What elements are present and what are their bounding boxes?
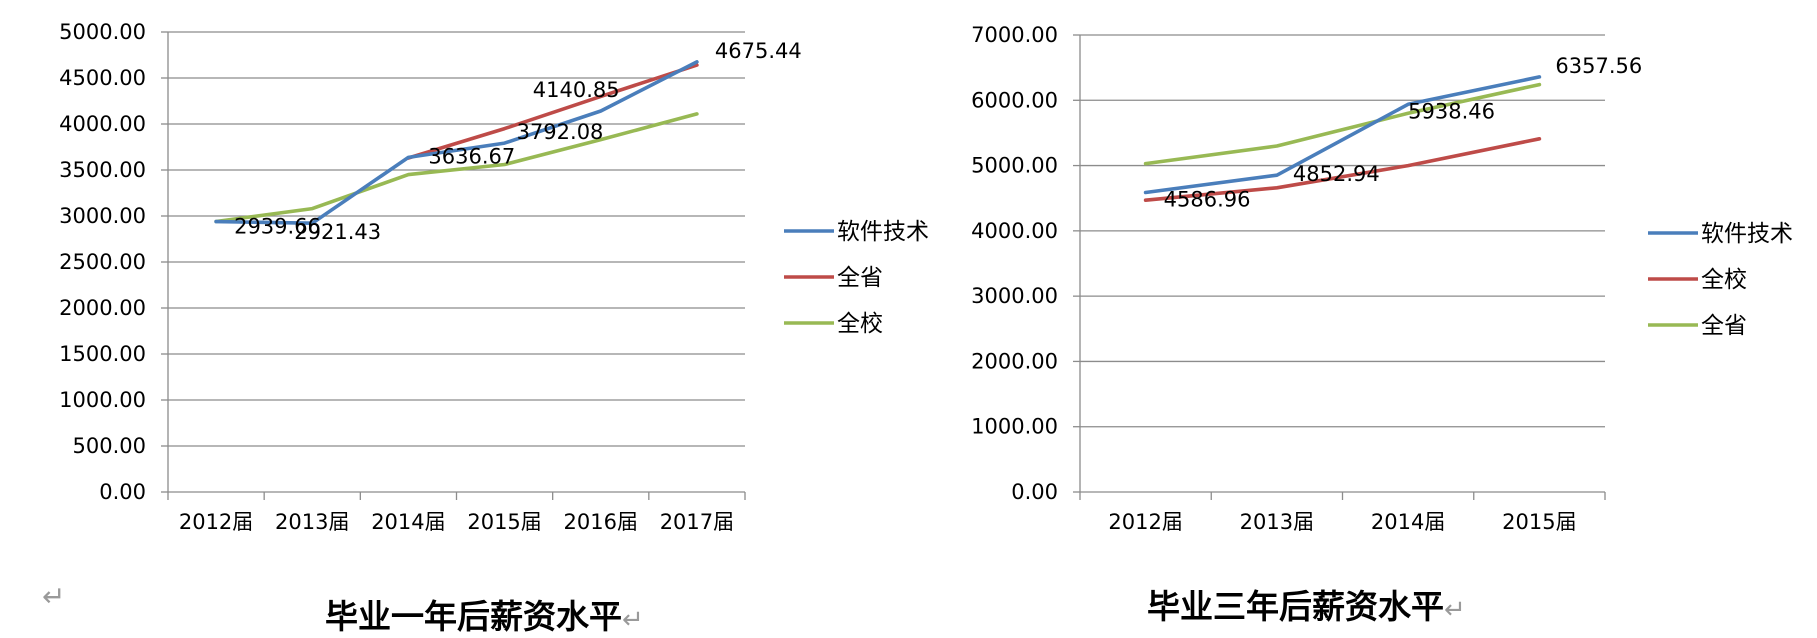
series-line bbox=[1143, 137, 1542, 202]
legend-label: 软件技术 bbox=[837, 219, 929, 245]
y-tick-label: 1500.00 bbox=[59, 342, 146, 366]
y-tick-label: 1000.00 bbox=[971, 415, 1058, 439]
x-tick-label: 2017届 bbox=[660, 510, 734, 534]
series-line bbox=[214, 60, 699, 225]
x-tick-label: 2012届 bbox=[1108, 510, 1182, 534]
y-tick-label: 4000.00 bbox=[971, 219, 1058, 243]
data-label: 4586.96 bbox=[1164, 188, 1251, 212]
x-tick-label: 2014届 bbox=[1371, 510, 1445, 534]
series-line bbox=[214, 112, 699, 224]
series-line bbox=[1143, 82, 1542, 166]
y-tick-label: 7000.00 bbox=[971, 23, 1058, 47]
paragraph-mark: ↵ bbox=[1444, 595, 1466, 625]
y-tick-label: 4500.00 bbox=[59, 66, 146, 90]
x-tick-label: 2014届 bbox=[371, 510, 445, 534]
y-tick-label: 2500.00 bbox=[59, 250, 146, 274]
y-tick-label: 2000.00 bbox=[971, 349, 1058, 373]
data-label: 4140.85 bbox=[533, 78, 620, 102]
x-tick-label: 2015届 bbox=[467, 510, 541, 534]
y-tick-label: 4000.00 bbox=[59, 112, 146, 136]
series-line bbox=[1143, 75, 1542, 195]
x-tick-label: 2016届 bbox=[564, 510, 638, 534]
y-tick-label: 6000.00 bbox=[971, 88, 1058, 112]
paragraph-mark: ↵ bbox=[622, 605, 644, 635]
data-label: 2921.43 bbox=[294, 220, 381, 244]
legend-label: 全省 bbox=[837, 265, 883, 291]
paragraph-mark: ↵ bbox=[42, 580, 66, 613]
y-tick-label: 0.00 bbox=[1011, 480, 1058, 504]
legend-label: 全校 bbox=[837, 311, 883, 337]
y-tick-label: 1000.00 bbox=[59, 388, 146, 412]
chart-1-caption: 毕业一年后薪资水平↵ bbox=[325, 590, 644, 638]
data-label: 5938.46 bbox=[1408, 99, 1495, 123]
x-tick-label: 2013届 bbox=[275, 510, 349, 534]
y-tick-label: 5000.00 bbox=[59, 20, 146, 44]
series-line bbox=[406, 63, 699, 160]
y-tick-label: 0.00 bbox=[99, 480, 146, 504]
chart-2-caption: 毕业三年后薪资水平↵ bbox=[1147, 580, 1466, 628]
data-label: 6357.56 bbox=[1555, 54, 1642, 78]
y-tick-label: 5000.00 bbox=[971, 154, 1058, 178]
legend-label: 全省 bbox=[1701, 313, 1747, 339]
data-label: 3636.67 bbox=[428, 144, 515, 168]
data-label: 4675.44 bbox=[715, 39, 802, 63]
data-label: 2939.66 bbox=[234, 215, 321, 239]
y-tick-label: 3500.00 bbox=[59, 158, 146, 182]
legend-label: 全校 bbox=[1701, 267, 1747, 293]
y-tick-label: 3000.00 bbox=[971, 284, 1058, 308]
x-tick-label: 2013届 bbox=[1240, 510, 1314, 534]
chart-2-caption-text: 毕业三年后薪资水平 bbox=[1147, 587, 1444, 626]
data-label: 3792.08 bbox=[517, 120, 604, 144]
chart-1-caption-text: 毕业一年后薪资水平 bbox=[325, 597, 622, 636]
data-label: 4852.94 bbox=[1293, 162, 1380, 186]
x-tick-label: 2012届 bbox=[179, 510, 253, 534]
y-tick-label: 2000.00 bbox=[59, 296, 146, 320]
legend-label: 软件技术 bbox=[1701, 221, 1793, 247]
x-tick-label: 2015届 bbox=[1502, 510, 1576, 534]
y-tick-label: 500.00 bbox=[73, 434, 146, 458]
y-tick-label: 3000.00 bbox=[59, 204, 146, 228]
